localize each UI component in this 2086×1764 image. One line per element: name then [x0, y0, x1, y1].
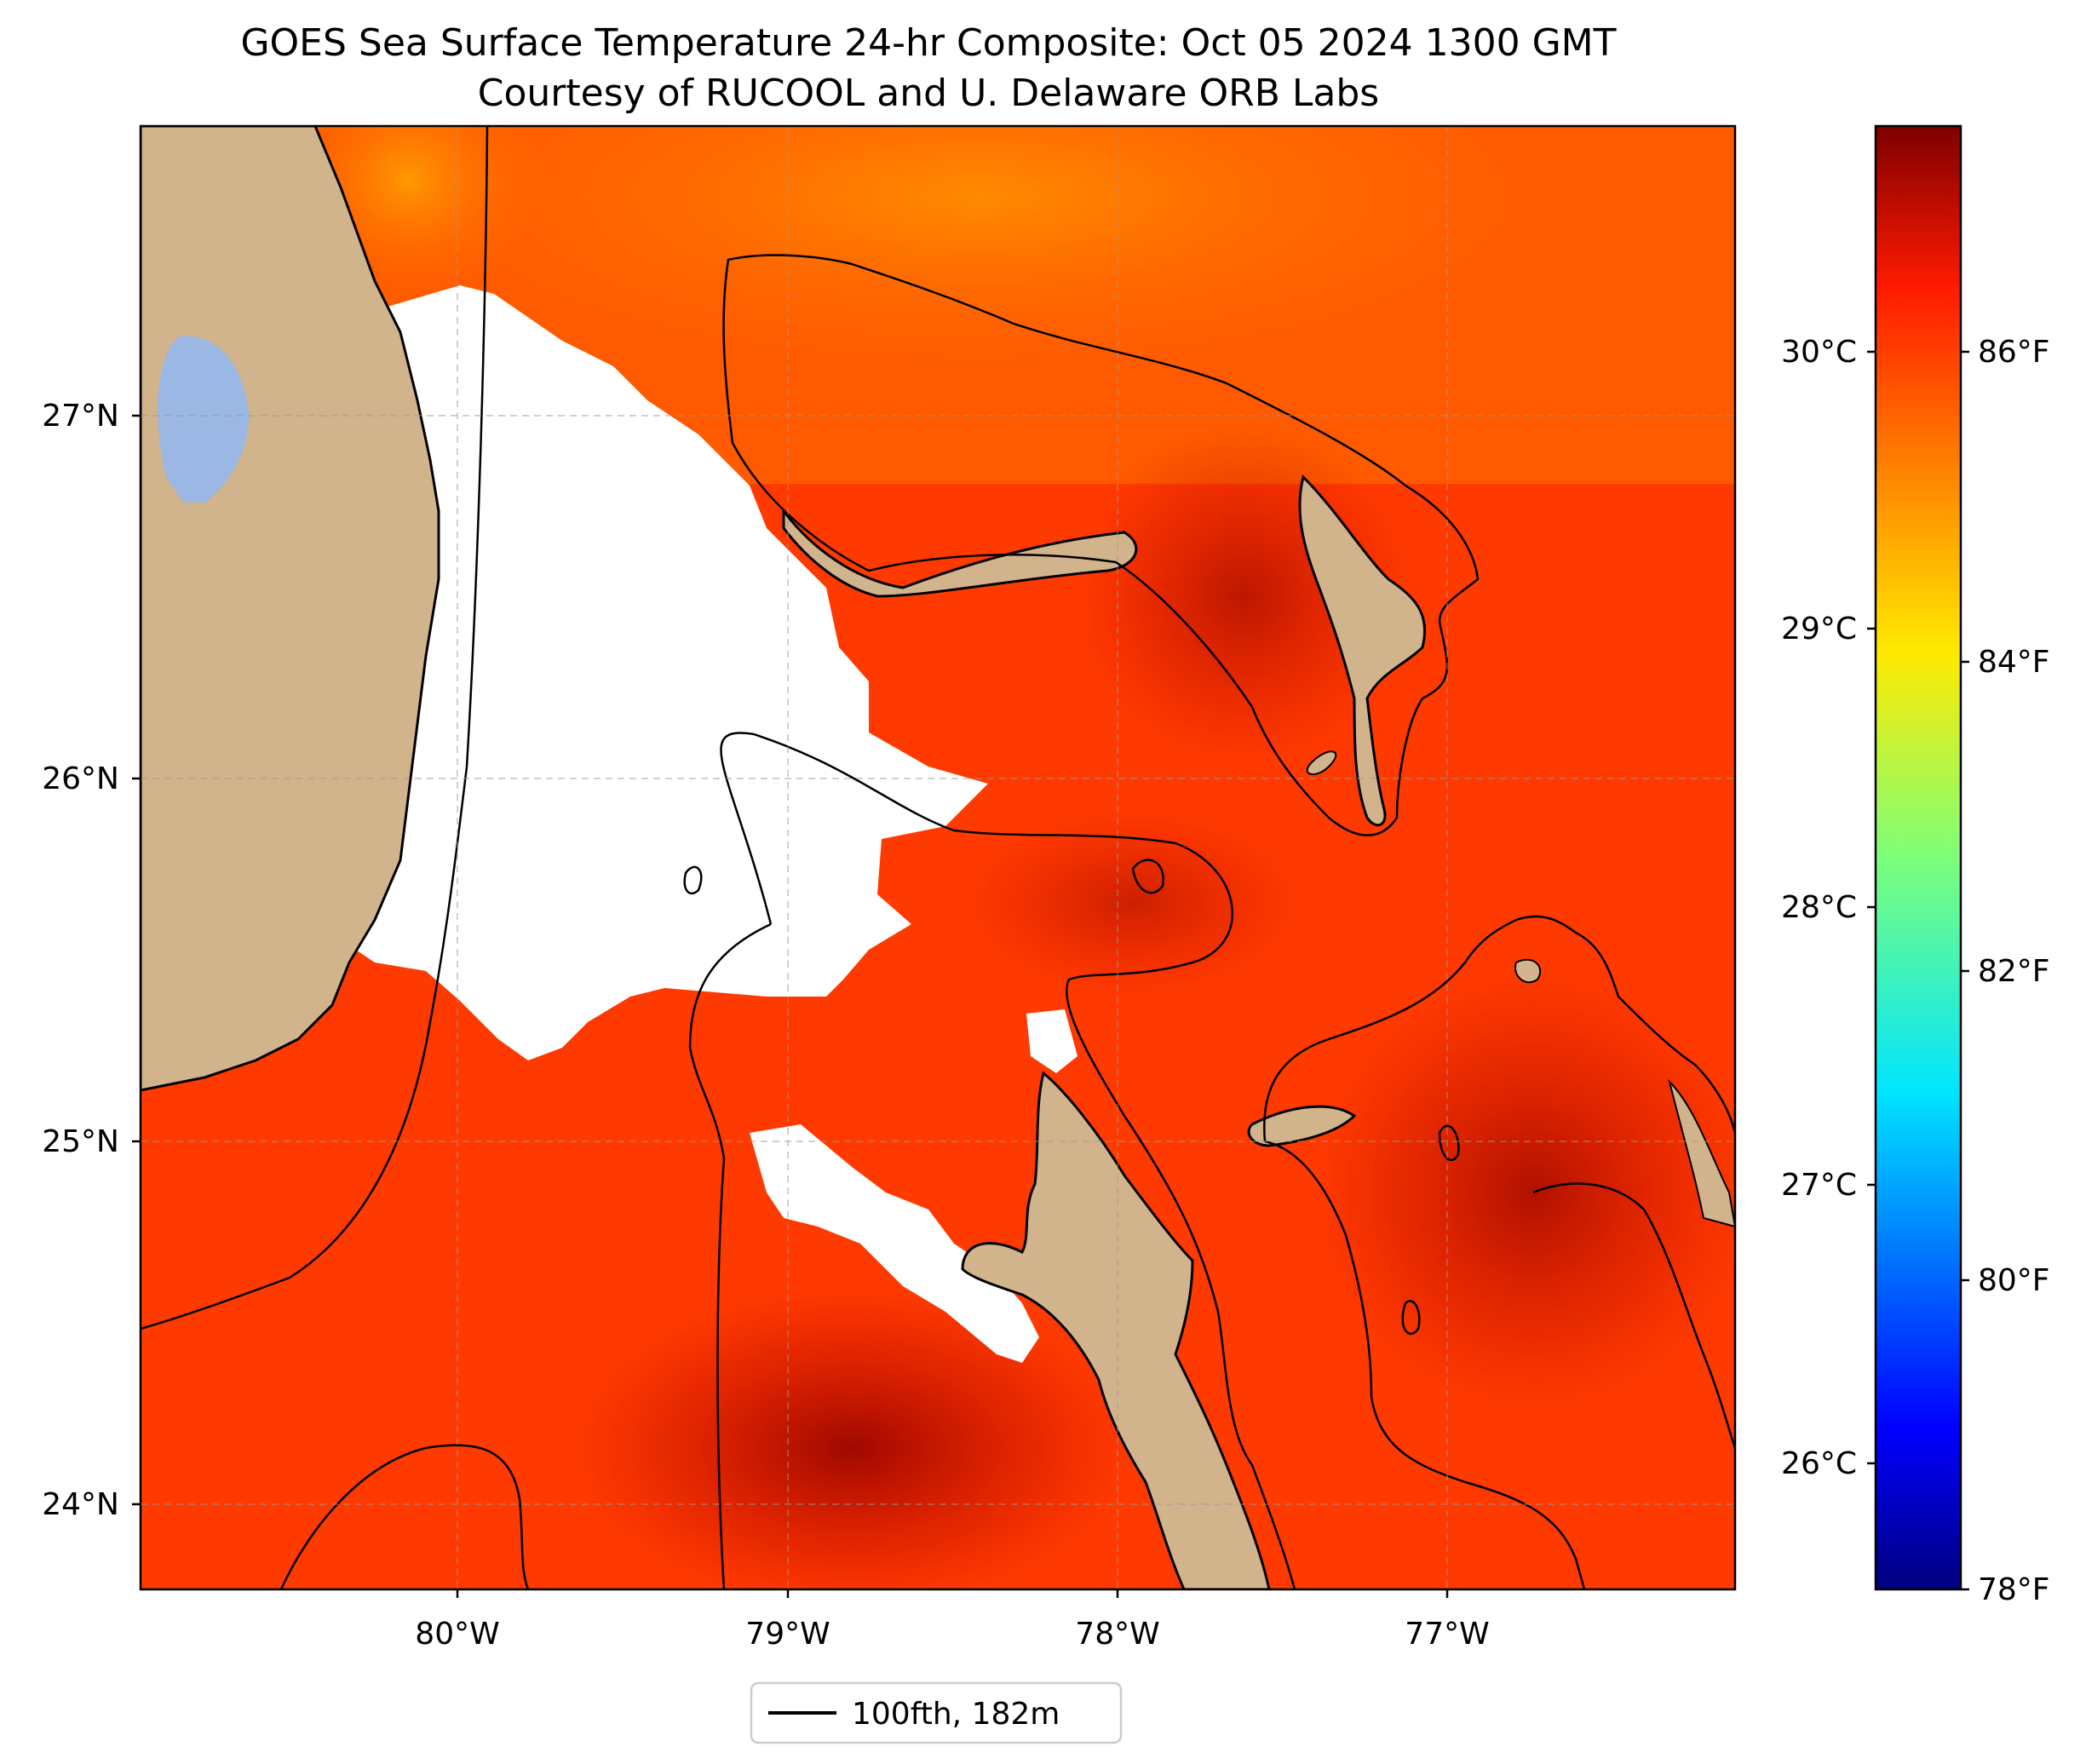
contour-line	[1263, 915, 1735, 1142]
title-line-1: GOES Sea Surface Temperature 24-hr Compo…	[240, 21, 1616, 65]
colorbar-label-26c: 26°C	[1781, 1446, 1857, 1481]
grand-bahama-island	[782, 507, 1138, 598]
graticule	[141, 126, 1735, 1589]
abaco-island	[1298, 474, 1427, 827]
colorbar-label-86f: 86°F	[1978, 335, 2050, 370]
map-area	[141, 126, 1735, 1589]
andros-island	[961, 1071, 1271, 1589]
colorbar-label-29c: 29°C	[1781, 612, 1857, 646]
lat-label-26n: 26°N	[42, 761, 119, 796]
eleuthera-cay	[1514, 958, 1542, 984]
colorbar-label-30c: 30°C	[1781, 335, 1857, 370]
contour-line	[720, 732, 1296, 1589]
contour-line	[1438, 1124, 1460, 1162]
colorbar-label-27c: 27°C	[1781, 1168, 1857, 1203]
legend: 100fth, 182m	[750, 1681, 1123, 1744]
colorbar-label-78f: 78°F	[1978, 1572, 2050, 1607]
contour-line	[279, 1444, 530, 1589]
abaco-cay	[1306, 750, 1337, 775]
colorbar: 30°C 29°C 28°C 27°C 26°C 86°F 84°F 82°F …	[1781, 124, 2050, 1607]
axis-ticks	[132, 414, 1449, 1598]
lon-label-80w: 80°W	[415, 1617, 499, 1652]
contour-line	[1131, 859, 1164, 894]
map-frame	[139, 124, 1737, 1591]
cloud-mask-area	[349, 285, 988, 1060]
colorbar-label-28c: 28°C	[1781, 890, 1857, 925]
lon-label-79w: 79°W	[745, 1617, 830, 1652]
contour-line	[141, 126, 489, 1330]
cloud-mask-area	[750, 1124, 1039, 1363]
lon-label-78w: 78°W	[1075, 1617, 1159, 1652]
warm-water-core	[571, 1286, 1133, 1589]
contour-line	[1532, 1182, 1735, 1449]
contour-line	[722, 254, 1480, 836]
contour-line	[683, 865, 703, 895]
lake-okeechobee	[158, 336, 249, 503]
warm-water-patch	[341, 126, 1618, 392]
lat-label-27n: 27°N	[42, 399, 119, 434]
colorbar-label-84f: 84°F	[1978, 645, 2050, 680]
eleuthera-island	[1668, 1078, 1735, 1228]
cloud-mask-area	[1026, 1009, 1077, 1073]
lat-label-24n: 24°N	[42, 1487, 119, 1522]
colorbar-label-80f: 80°F	[1978, 1263, 2050, 1298]
colorbar-scale	[1874, 124, 1962, 1591]
warm-water-core	[1312, 971, 1735, 1414]
legend-label: 100fth, 182m	[852, 1697, 1060, 1732]
bathymetry-contours	[141, 126, 1735, 1589]
contour-line	[1401, 1300, 1421, 1335]
title-line-2: Courtesy of RUCOOL and U. Delaware ORB L…	[478, 72, 1379, 115]
contour-line	[688, 922, 772, 1589]
lat-label-25n: 25°N	[42, 1124, 119, 1159]
colorbar-label-82f: 82°F	[1978, 954, 2050, 989]
legend-box	[750, 1681, 1123, 1744]
lon-label-77w: 77°W	[1405, 1617, 1489, 1652]
